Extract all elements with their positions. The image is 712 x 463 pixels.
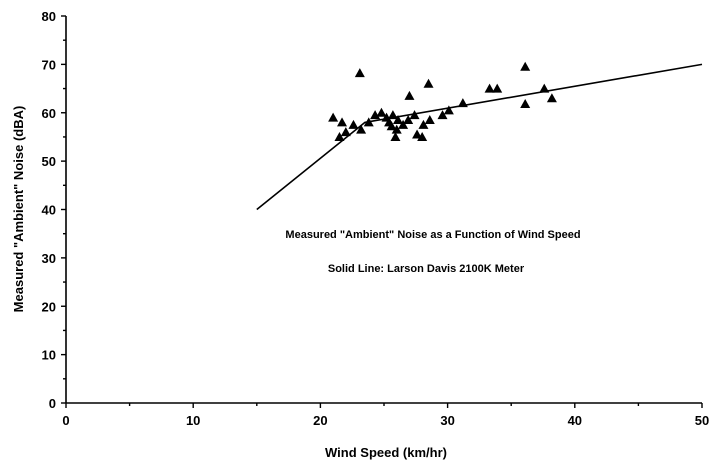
data-point-34 [546,93,557,103]
y-tick-label-0: 0 [49,396,56,411]
data-point-30 [492,83,503,93]
data-point-27 [443,105,454,115]
y-axis-title: Measured "Ambient" Noise (dBA) [11,106,26,313]
y-axis: 0 10 20 30 40 50 60 70 80 [42,9,67,411]
x-ticks: 0 10 20 30 40 50 [62,403,709,428]
y-tick-label-30: 30 [42,251,56,266]
data-point-24 [423,78,434,88]
x-tick-label-30: 30 [440,413,454,428]
data-point-1 [334,131,345,141]
annotation-legend: Solid Line: Larson Davis 2100K Meter [328,263,525,275]
data-point-9 [376,107,387,117]
x-tick-label-50: 50 [695,413,709,428]
data-point-3 [340,127,351,137]
data-point-25 [424,115,435,125]
data-point-12 [386,121,397,131]
data-point-21 [412,129,423,139]
data-point-31 [520,61,531,71]
data-point-8 [370,110,381,120]
y-ticks: 0 10 20 30 40 50 60 70 80 [42,9,66,411]
x-axis-title: Wind Speed (km/hr) [325,445,447,460]
annotation-title: Measured "Ambient" Noise as a Function o… [285,229,580,241]
x-tick-label-0: 0 [62,413,69,428]
data-point-33 [539,83,550,93]
data-point-22 [417,131,428,141]
y-tick-label-70: 70 [42,57,56,72]
data-point-16 [392,115,403,125]
data-point-6 [356,124,367,134]
data-point-0 [328,112,339,122]
data-point-17 [398,119,409,129]
data-point-13 [387,110,398,120]
y-tick-label-10: 10 [42,348,56,363]
y-tick-label-80: 80 [42,9,56,24]
data-point-15 [391,124,402,134]
fit-line-group [256,63,703,211]
data-point-14 [390,131,401,141]
data-point-19 [404,90,415,100]
y-tick-label-20: 20 [42,299,56,314]
data-point-28 [457,98,468,108]
data-point-5 [354,68,365,78]
data-point-23 [418,119,429,129]
y-tick-label-40: 40 [42,203,56,218]
data-point-7 [363,117,374,127]
data-point-26 [437,110,448,120]
data-point-18 [403,115,414,125]
data-point-4 [348,119,359,129]
x-tick-label-10: 10 [186,413,200,428]
data-point-32 [520,99,531,109]
data-points [328,61,557,141]
fit-line [256,63,703,211]
y-tick-label-50: 50 [42,154,56,169]
x-tick-label-40: 40 [568,413,582,428]
y-tick-label-60: 60 [42,106,56,121]
x-tick-label-20: 20 [313,413,327,428]
data-point-29 [484,83,495,93]
data-point-20 [409,110,420,120]
x-axis: 0 10 20 30 40 50 [62,402,709,428]
data-point-2 [337,117,348,127]
